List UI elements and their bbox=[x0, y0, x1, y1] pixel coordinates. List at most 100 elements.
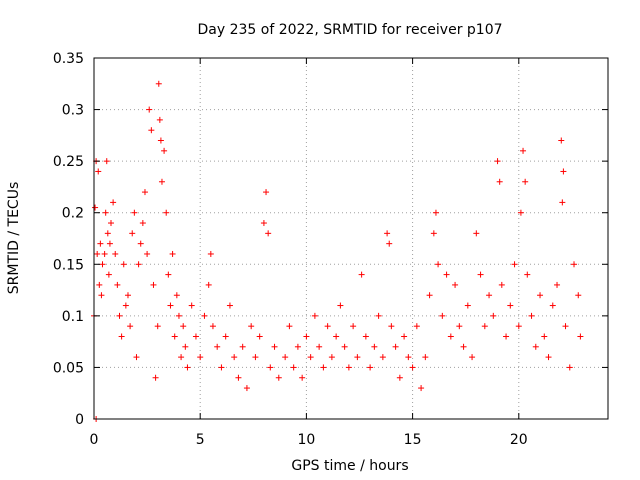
data-point bbox=[324, 323, 331, 330]
data-point bbox=[401, 333, 408, 340]
data-point bbox=[163, 209, 170, 216]
data-point bbox=[354, 354, 361, 361]
data-point bbox=[486, 292, 493, 299]
data-point bbox=[286, 323, 293, 330]
data-point bbox=[522, 178, 529, 185]
data-point bbox=[477, 271, 484, 278]
data-point bbox=[218, 364, 225, 371]
data-point bbox=[120, 261, 127, 268]
data-point bbox=[173, 292, 180, 299]
data-point bbox=[532, 343, 539, 350]
data-points bbox=[91, 80, 584, 422]
data-point bbox=[371, 343, 378, 350]
data-point bbox=[503, 333, 510, 340]
y-tick-label: 0.25 bbox=[53, 154, 84, 170]
data-point bbox=[316, 343, 323, 350]
data-point bbox=[188, 302, 195, 309]
data-point bbox=[96, 281, 103, 288]
data-point bbox=[122, 302, 129, 309]
data-point bbox=[116, 312, 123, 319]
data-point bbox=[524, 271, 531, 278]
data-point bbox=[413, 323, 420, 330]
data-point bbox=[290, 364, 297, 371]
data-point bbox=[226, 302, 233, 309]
data-point bbox=[358, 271, 365, 278]
data-point bbox=[439, 312, 446, 319]
data-point bbox=[469, 354, 476, 361]
data-point bbox=[95, 168, 102, 175]
data-point bbox=[498, 281, 505, 288]
chart-title: Day 235 of 2022, SRMTID for receiver p10… bbox=[197, 22, 502, 38]
data-point bbox=[460, 343, 467, 350]
data-point bbox=[571, 261, 578, 268]
data-point bbox=[248, 323, 255, 330]
data-point bbox=[156, 116, 163, 123]
data-point bbox=[133, 354, 140, 361]
axis-ticks: 0 0.05 0.1 0.15 0.2 0.25 0.3 0.35 0 5 10 15 20 bbox=[53, 51, 608, 448]
data-point bbox=[155, 80, 162, 87]
data-point bbox=[231, 354, 238, 361]
data-point bbox=[243, 385, 250, 392]
data-point bbox=[577, 333, 584, 340]
data-point bbox=[222, 333, 229, 340]
data-point bbox=[184, 364, 191, 371]
data-point bbox=[101, 250, 108, 257]
data-point bbox=[135, 261, 142, 268]
x-tick-label: 20 bbox=[510, 432, 528, 448]
data-point bbox=[337, 302, 344, 309]
data-point bbox=[110, 199, 117, 206]
data-point bbox=[496, 178, 503, 185]
data-point bbox=[267, 364, 274, 371]
data-point bbox=[328, 354, 335, 361]
data-point bbox=[175, 312, 182, 319]
data-point bbox=[362, 333, 369, 340]
data-point bbox=[520, 147, 527, 154]
data-point bbox=[144, 250, 151, 257]
x-tick-label: 0 bbox=[90, 432, 99, 448]
data-point bbox=[307, 354, 314, 361]
data-point bbox=[426, 292, 433, 299]
data-point bbox=[118, 333, 125, 340]
data-point bbox=[456, 323, 463, 330]
x-tick-label: 10 bbox=[297, 432, 315, 448]
data-point bbox=[430, 230, 437, 237]
data-point bbox=[129, 230, 136, 237]
data-point bbox=[490, 312, 497, 319]
data-point bbox=[392, 343, 399, 350]
data-point bbox=[422, 354, 429, 361]
data-point bbox=[158, 178, 165, 185]
y-tick-label: 0 bbox=[75, 412, 84, 428]
data-point bbox=[205, 281, 212, 288]
y-axis-label: SRMTID / TECUs bbox=[6, 182, 22, 295]
data-point bbox=[105, 271, 112, 278]
data-point bbox=[418, 385, 425, 392]
data-point bbox=[137, 240, 144, 247]
grid-lines bbox=[94, 58, 608, 419]
data-point bbox=[507, 302, 514, 309]
data-point bbox=[545, 354, 552, 361]
data-point bbox=[192, 333, 199, 340]
data-point bbox=[178, 354, 185, 361]
data-point bbox=[92, 204, 99, 211]
data-point bbox=[566, 364, 573, 371]
data-point bbox=[515, 323, 522, 330]
data-point bbox=[256, 333, 263, 340]
data-point bbox=[106, 240, 113, 247]
data-point bbox=[443, 271, 450, 278]
data-point bbox=[139, 220, 146, 227]
data-point bbox=[180, 323, 187, 330]
data-point bbox=[275, 374, 282, 381]
data-point bbox=[98, 292, 105, 299]
data-point bbox=[152, 374, 159, 381]
data-point bbox=[141, 189, 148, 196]
data-point bbox=[311, 312, 318, 319]
data-point bbox=[388, 323, 395, 330]
data-point bbox=[154, 323, 161, 330]
data-point bbox=[396, 374, 403, 381]
data-point bbox=[104, 230, 111, 237]
y-tick-label: 0.15 bbox=[53, 257, 84, 273]
data-point bbox=[171, 333, 178, 340]
data-point bbox=[517, 209, 524, 216]
data-point bbox=[367, 364, 374, 371]
